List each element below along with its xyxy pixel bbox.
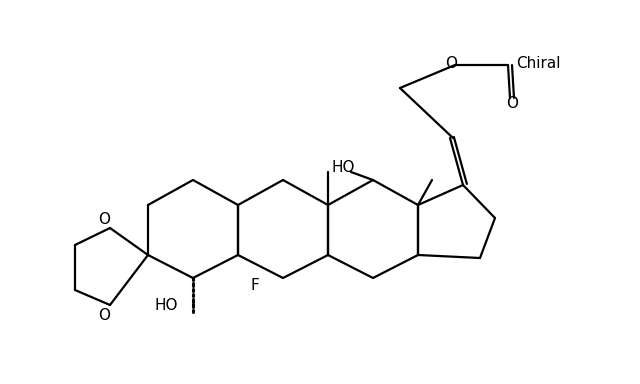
Text: F: F [250,278,259,293]
Text: HO: HO [154,298,178,313]
Text: HO: HO [332,161,355,175]
Text: O: O [445,56,457,71]
Text: O: O [506,96,518,111]
Text: Chiral: Chiral [516,56,561,71]
Text: O: O [98,212,110,227]
Text: O: O [98,308,110,323]
